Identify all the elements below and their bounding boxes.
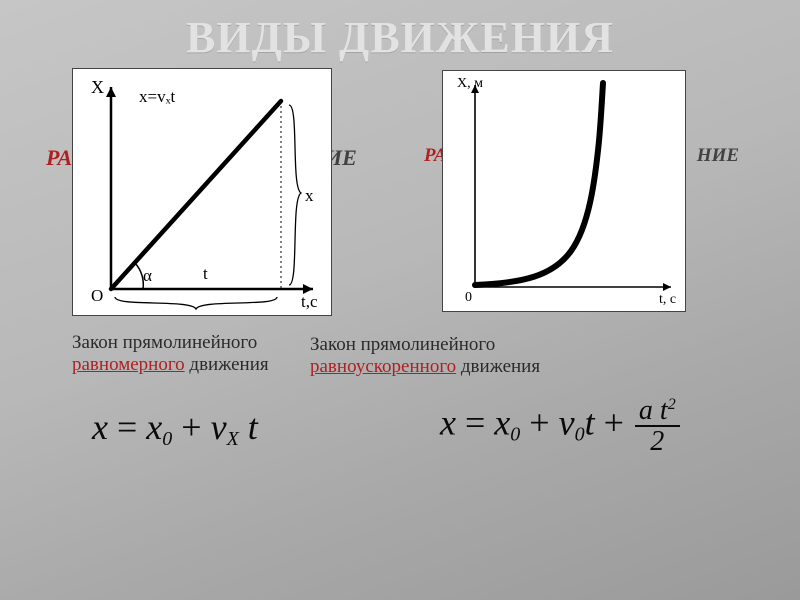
svg-text:0: 0: [465, 290, 472, 305]
caption-uniform: Закон прямолинейного равномерного движен…: [72, 332, 269, 376]
formula-accel: x = x0 + v0t + a t2 2: [440, 396, 680, 457]
caption-uniform-pre: Закон прямолинейного: [72, 332, 257, 353]
caption-accel-word: равноускоренного: [310, 356, 456, 377]
svg-text:α: α: [143, 266, 152, 285]
bg-label-right-tail: НИЕ: [697, 145, 739, 166]
svg-text:X: X: [91, 77, 104, 97]
svg-text:X, м: X, м: [457, 76, 483, 91]
chart-uniform-svg: X t,c O x=vₓt α t x: [73, 69, 331, 315]
slide-root: ВИДЫ ДВИЖЕНИЯ РАВ НИЕ РАВ НИЕ: [0, 0, 800, 600]
caption-accel-pre: Закон прямолинейного: [310, 334, 495, 355]
svg-text:t,c: t,c: [301, 292, 318, 311]
slide-title: ВИДЫ ДВИЖЕНИЯ: [0, 12, 800, 63]
chart-uniform: X t,c O x=vₓt α t x: [72, 68, 332, 316]
svg-text:x=vₓt: x=vₓt: [139, 87, 176, 106]
svg-text:t: t: [203, 264, 208, 283]
chart-accelerated-svg: X, м t, c 0: [443, 71, 685, 311]
svg-text:t, c: t, c: [659, 292, 676, 307]
formula-uniform: x = x0 + vX t: [92, 406, 258, 451]
caption-accel: Закон прямолинейного равноускоренного дв…: [310, 334, 540, 378]
caption-uniform-post: движения: [189, 354, 268, 375]
caption-uniform-word: равномерного: [72, 354, 185, 375]
caption-accel-post: движения: [461, 356, 540, 377]
svg-text:O: O: [91, 286, 103, 305]
chart-accelerated: X, м t, c 0: [442, 70, 686, 312]
svg-text:x: x: [305, 186, 314, 205]
